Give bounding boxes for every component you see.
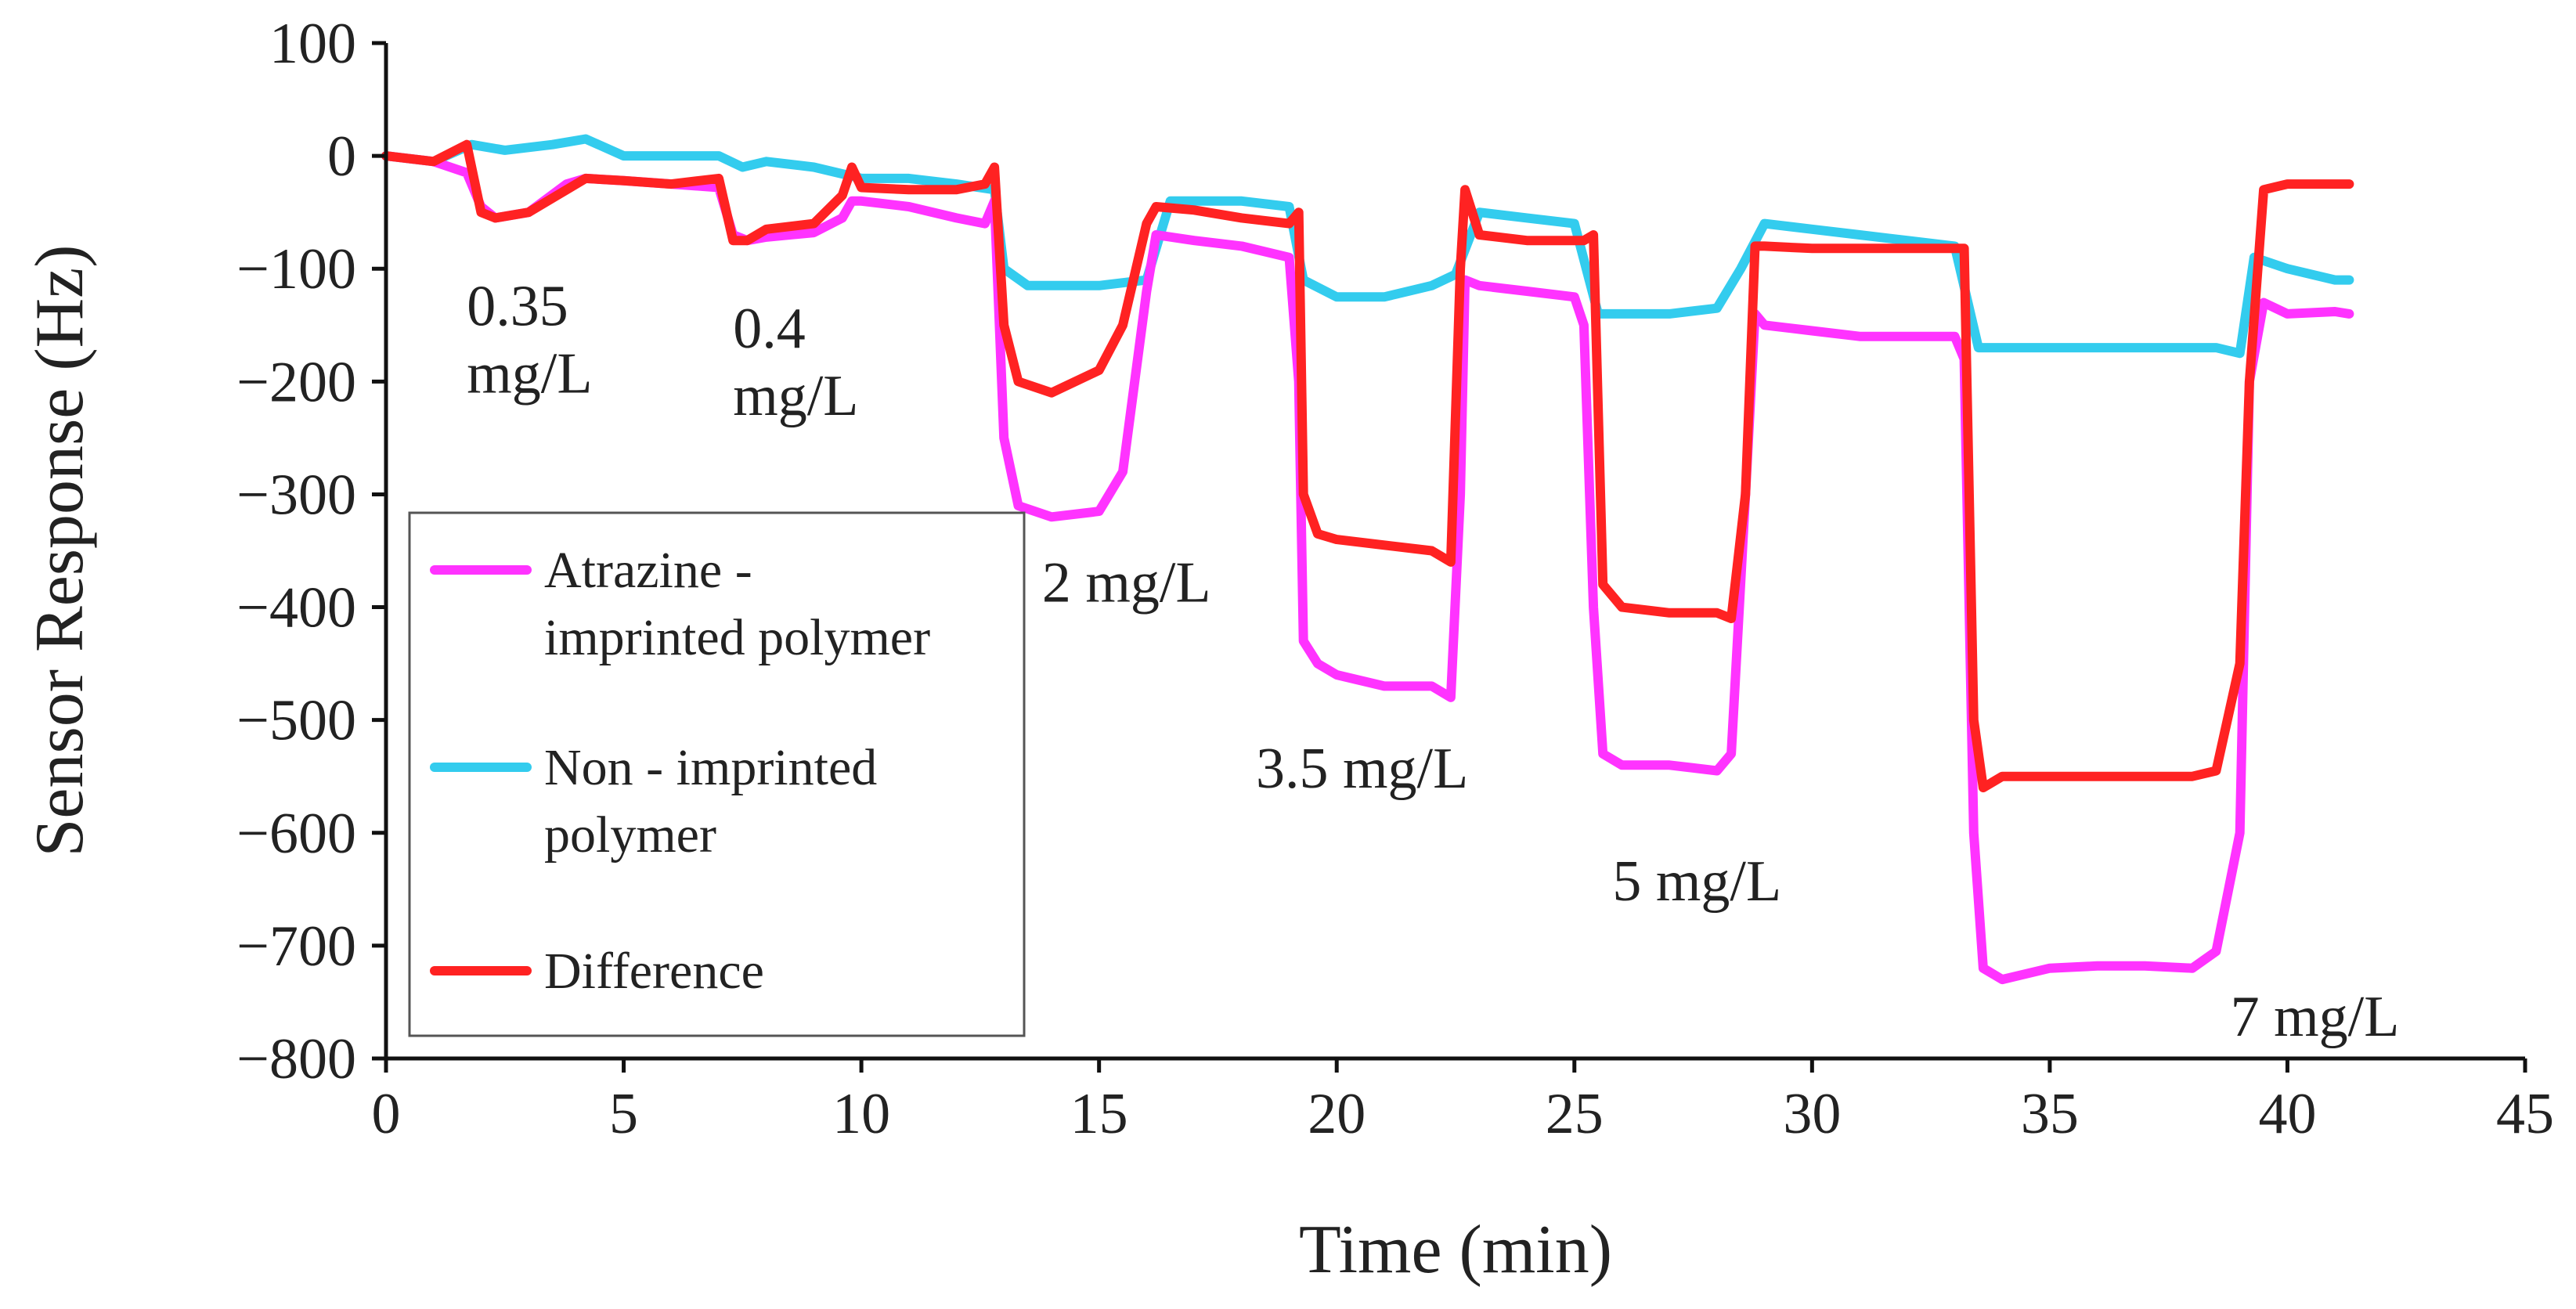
concentration-label: 7 mg/L (2231, 985, 2400, 1049)
y-tick-label: −500 (236, 689, 356, 753)
series-layer (381, 134, 2354, 985)
y-tick-label: −400 (236, 576, 356, 640)
non-imprinted-line (381, 134, 2354, 359)
legend-label-line: Non - imprinted (544, 739, 877, 796)
legend-entry-difference-label: Difference (544, 943, 764, 1000)
legend-entry-atrazine-label: Atrazine - imprinted polymer (544, 542, 930, 666)
y-axis-title: Sensor Response (Hz) (22, 244, 98, 856)
legend-label-line: Difference (544, 943, 764, 1000)
y-ticks: 100 0 −100 −200 −300 −400 −500 −600 −700 −800 (236, 12, 386, 1091)
x-axis-title: Time (min) (1299, 1212, 1612, 1288)
x-tick-label: 10 (832, 1082, 890, 1146)
legend-label-line: imprinted polymer (544, 609, 930, 666)
legend-box (408, 511, 1026, 1037)
y-tick-label: −600 (236, 802, 356, 866)
axes-layer (384, 43, 2525, 1061)
concentration-label-line: 0.4 (733, 297, 806, 361)
concentration-label-line: 7 mg/L (2231, 985, 2400, 1049)
y-tick-label: 100 (269, 12, 356, 76)
concentration-annotations: 0.35 mg/L0.4 mg/L2 mg/L3.5 mg/L5 mg/L7 mg/… (467, 274, 2399, 1049)
y-tick-label: −300 (236, 463, 356, 527)
y-tick-label: −700 (236, 914, 356, 979)
x-tick-label: 30 (1783, 1082, 1841, 1146)
concentration-label: 5 mg/L (1612, 849, 1781, 914)
concentration-label: 2 mg/L (1042, 550, 1211, 615)
legend: Atrazine - imprinted polymer Non - imprint… (408, 511, 1026, 1037)
concentration-label-line: 2 mg/L (1042, 550, 1211, 615)
legend-label-line: polymer (544, 806, 716, 864)
concentration-label: 0.35 mg/L (467, 274, 592, 406)
x-tick-label: 0 (372, 1082, 401, 1146)
concentration-label-line: 0.35 (467, 274, 568, 338)
y-tick-label: 0 (327, 124, 356, 189)
legend-label-line: Atrazine - (544, 542, 752, 599)
x-tick-label: 15 (1070, 1082, 1128, 1146)
x-tick-label: 45 (2496, 1082, 2554, 1146)
x-tick-label: 20 (1308, 1082, 1366, 1146)
x-tick-label: 5 (609, 1082, 638, 1146)
concentration-label-line: mg/L (733, 364, 858, 428)
x-tick-label: 35 (2021, 1082, 2079, 1146)
x-ticks: 0 5 10 15 20 25 30 35 40 45 (372, 1058, 2554, 1146)
y-tick-label: −200 (236, 350, 356, 414)
concentration-label: 0.4 mg/L (733, 297, 858, 428)
concentration-label-line: 3.5 mg/L (1256, 737, 1468, 801)
legend-entry-non-imprinted-label: Non - imprinted polymer (544, 739, 877, 864)
concentration-label: 3.5 mg/L (1256, 737, 1468, 801)
x-tick-label: 25 (1546, 1082, 1604, 1146)
x-tick-label: 40 (2258, 1082, 2316, 1146)
concentration-label-line: mg/L (467, 341, 592, 406)
y-tick-label: −800 (236, 1027, 356, 1091)
concentration-label-line: 5 mg/L (1612, 849, 1781, 914)
y-tick-label: −100 (236, 237, 356, 301)
difference-line (381, 139, 2354, 793)
